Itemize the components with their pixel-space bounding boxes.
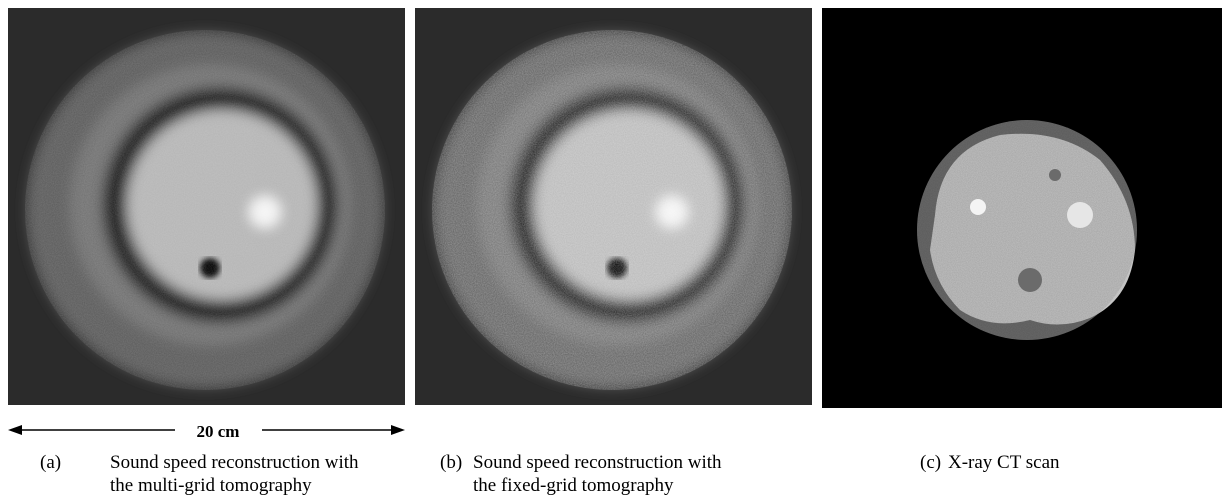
image-a <box>8 8 405 405</box>
figure-images: 20 cm <box>8 8 1222 441</box>
caption-line: Sound speed reconstruction with <box>110 452 359 473</box>
caption-line: Sound speed reconstruction with <box>473 452 722 473</box>
caption-line: X-ray CT scan <box>948 452 1060 473</box>
image-b <box>415 8 812 405</box>
caption-line: the multi-grid tomography <box>110 475 312 496</box>
scale-bar-label: 20 cm <box>197 422 240 441</box>
caption-line: the fixed-grid tomography <box>473 475 674 496</box>
caption-label: (b) <box>440 452 463 473</box>
caption-label: (c) <box>920 452 942 473</box>
caption-label: (a) <box>40 452 62 473</box>
scale-bar: 20 cm <box>8 422 405 441</box>
image-c <box>822 8 1222 408</box>
